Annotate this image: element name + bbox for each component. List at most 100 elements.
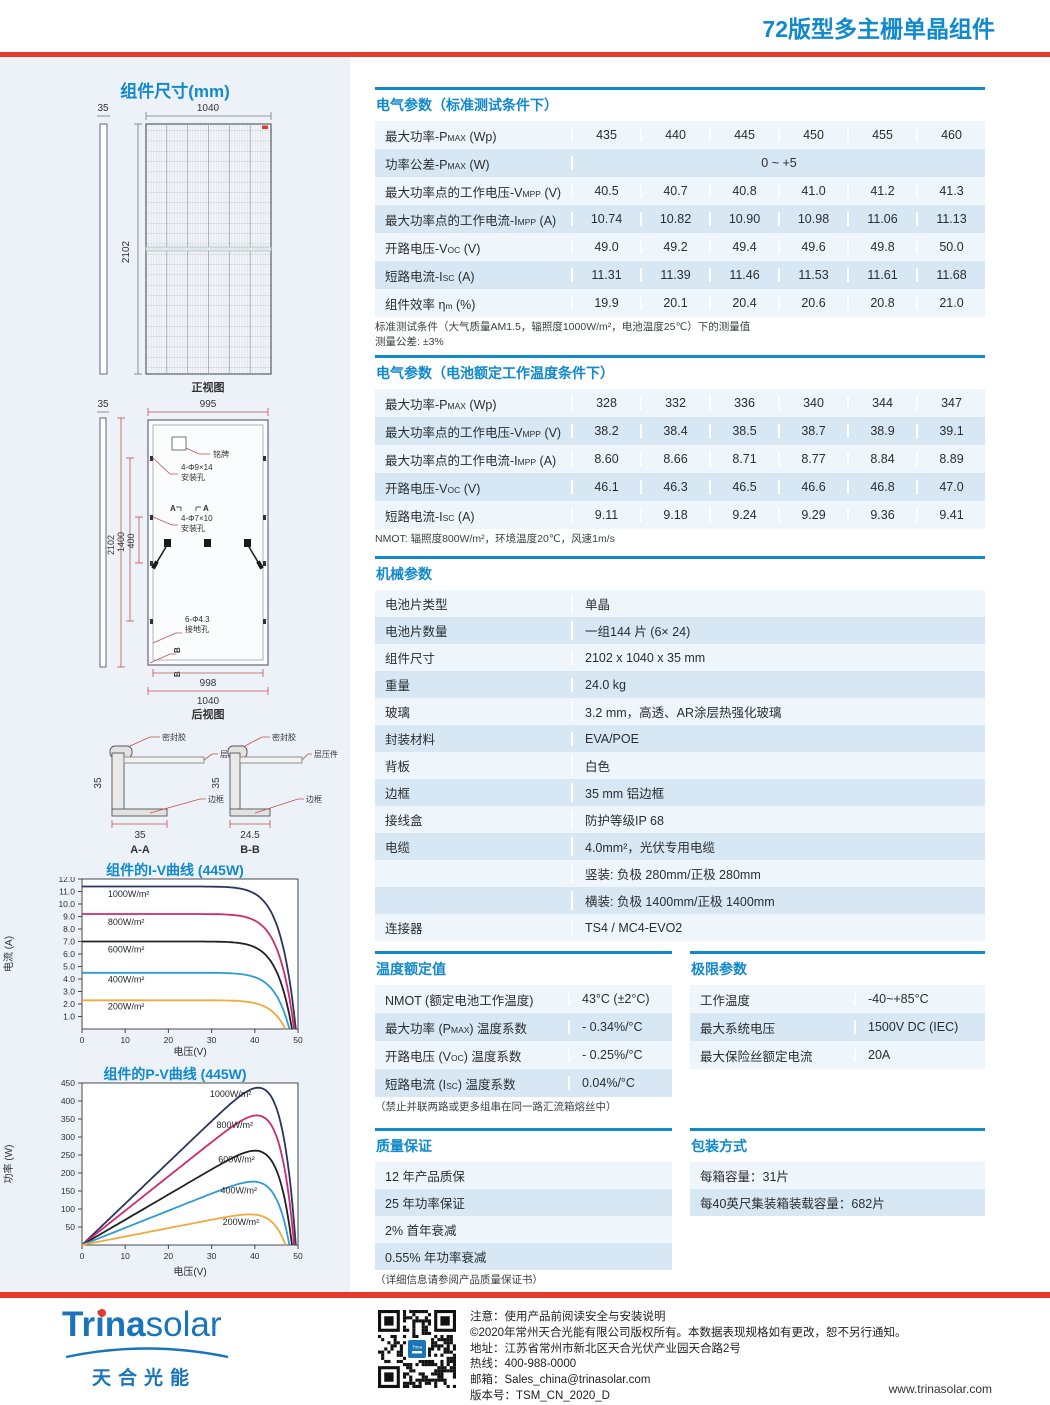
row-value: 一组144 片 (6× 24) <box>571 621 985 640</box>
x-tick-label: 50 <box>293 1251 303 1261</box>
frame-label-bb: 边框 <box>306 794 322 804</box>
dimensions-panel: 组件尺寸(mm) 1040 35 2102 正视图 <box>0 57 350 1292</box>
cell-value: 46.6 <box>778 480 847 494</box>
footer-line: 邮箱：Sales_china@trinasolar.com <box>470 1374 651 1387</box>
spec-panel: 电气参数（标准测试条件下） 最大功率-PMAX (Wp) 435 440 445 450… <box>350 57 1050 1292</box>
curve-600 <box>82 940 293 1030</box>
table-row: 最大系统电压 1500V DC (IEC) <box>690 1013 985 1041</box>
temperature-table: NMOT (额定电池工作温度) 43°C (±2°C) 最大功率 (PMAX) 温度… <box>375 985 672 1097</box>
y-tick-label: 4.0 <box>63 974 75 984</box>
table-row: 边框 35 mm 铝边框 <box>375 779 985 806</box>
nameplate-label: 铭牌 <box>213 449 229 459</box>
x-tick-label: 10 <box>120 1251 130 1261</box>
row-value: 20A <box>854 1048 985 1062</box>
cell-value: 11.46 <box>709 268 778 282</box>
row-label: 开路电压-VOC (V) <box>385 481 481 496</box>
table-row: 电池片数量 一组144 片 (6× 24) <box>375 617 985 644</box>
x-tick-label: 30 <box>207 1251 217 1261</box>
curve-400 <box>81 1180 291 1246</box>
row-span-value: 0 ~ +5 <box>571 156 985 170</box>
table-row: 最大功率-PMAX (Wp) 435 440 445 450 455 460 <box>375 121 985 149</box>
table-row: 功率公差-PMAX (W) 0 ~ +5 <box>375 149 985 177</box>
page-title: 72版型多主栅单晶组件 <box>762 16 995 42</box>
table-row: NMOT (额定电池工作温度) 43°C (±2°C) <box>375 985 672 1013</box>
section-rule <box>375 556 985 559</box>
series-label: 200W/m² <box>108 1002 145 1012</box>
list-item-text: 每40英尺集装箱装载容量：682片 <box>700 1197 885 1211</box>
cell-value: 332 <box>640 396 709 410</box>
sealant-label-bb: 密封胶 <box>272 732 296 742</box>
warranty-note: （详细信息请参阅产品质量保证书） <box>375 1274 543 1286</box>
row-value: 单晶 <box>571 594 985 613</box>
footer-divider <box>0 1292 1050 1298</box>
cell-value: 49.6 <box>778 240 847 254</box>
cell-value: 46.3 <box>640 480 709 494</box>
cell-value: 440 <box>640 128 709 142</box>
row-label: NMOT (额定电池工作温度) <box>385 993 534 1008</box>
series-label: 400W/m² <box>220 1185 257 1195</box>
cell-value: 347 <box>916 396 985 410</box>
row-label: 电缆 <box>385 841 411 855</box>
x-tick-label: 50 <box>293 1035 303 1045</box>
table-row: 最大功率点的工作电流-IMPP (A) 8.60 8.66 8.71 8.77 8.84 8… <box>375 445 985 473</box>
row-label: 最大功率-PMAX (Wp) <box>385 397 497 412</box>
cell-value: 11.31 <box>571 268 640 282</box>
mechanical-table: 电池片类型 单晶 电池片数量 一组144 片 (6× 24) 组件尺寸 2102 x 10… <box>375 590 985 941</box>
section-aa: 密封胶 层压件 边框 35 35 A-A <box>93 732 244 856</box>
cell-value: 11.61 <box>847 268 916 282</box>
pv-curve-chart: 50 100 150 200 250 300 350 400 450 0 10 20 30 40 50 100… <box>2 1079 303 1278</box>
trinasolar-logo: Trinasolar 天合光能 <box>62 1306 262 1390</box>
y-tick-label: 8.0 <box>63 924 75 934</box>
footer-line: 注意：使用产品前阅读安全与安装说明 <box>470 1311 666 1323</box>
frame-label-aa: 边框 <box>208 794 224 804</box>
cross-section-diagram: 密封胶 层压件 边框 35 35 A-A 密封胶 层压件 边框 35 <box>93 732 338 856</box>
row-label: 开路电压-VOC (V) <box>385 241 481 256</box>
mount-holes1-sublabel: 安装孔 <box>181 472 205 482</box>
section-a-left: A <box>170 504 176 513</box>
table-row: 横装: 负极 1400mm/正极 1400mm <box>375 887 985 914</box>
cell-value: 21.0 <box>916 296 985 310</box>
cell-value: 10.82 <box>640 212 709 226</box>
bb-width-dim: 24.5 <box>240 830 260 841</box>
cell-value: 9.41 <box>916 508 985 522</box>
row-value: - 0.25%/°C <box>568 1048 672 1062</box>
y-tick-label: 3.0 <box>63 987 75 997</box>
section-rule <box>690 951 985 954</box>
series-label: 400W/m² <box>108 975 145 985</box>
footer-text-block: 注意：使用产品前阅读安全与安装说明 ©2020年常州天合光能有限公司版权所有。本… <box>470 1310 910 1405</box>
cell-value: 10.98 <box>778 212 847 226</box>
warranty-section-title: 质量保证 <box>376 1138 432 1154</box>
cell-value: 340 <box>778 396 847 410</box>
curve-1000 <box>82 885 297 1030</box>
rear-1400-dim: 1400 <box>116 532 126 552</box>
dimensions-title: 组件尺寸(mm) <box>120 82 230 101</box>
cell-value: 8.66 <box>640 452 709 466</box>
cell-value: 445 <box>709 128 778 142</box>
cell-value: 455 <box>847 128 916 142</box>
row-label: 电池片数量 <box>385 625 448 639</box>
iv-curve-chart: 1.0 2.0 3.0 4.0 5.0 6.0 7.0 8.0 9.0 10.0 11.0 12.0 0… <box>2 877 303 1058</box>
packing-section-title: 包装方式 <box>691 1138 747 1154</box>
table-row: 开路电压-VOC (V) 49.0 49.2 49.4 49.6 49.8 50.0 <box>375 233 985 261</box>
y-tick-label: 150 <box>61 1186 75 1196</box>
cell-value: 46.8 <box>847 480 916 494</box>
cell-value: 450 <box>778 128 847 142</box>
table-row: 背板 白色 <box>375 752 985 779</box>
website-url: www.trinasolar.com <box>888 1382 992 1396</box>
section-rule <box>375 355 985 358</box>
iv-chart-title: 组件的I-V曲线 (445W) <box>106 862 244 878</box>
section-a-right: A <box>203 504 209 513</box>
cell-value: 38.7 <box>778 424 847 438</box>
list-item-text: 12 年产品质保 <box>385 1170 465 1184</box>
junction-boxes <box>151 539 264 570</box>
cell-value: 41.0 <box>778 184 847 198</box>
list-item-text: 2% 首年衰减 <box>385 1224 457 1238</box>
nmot-table: 最大功率-PMAX (Wp) 328 332 336 340 344 347 最大功率点的工作… <box>375 389 985 529</box>
row-label: 最大功率 (PMAX) 温度系数 <box>385 1021 528 1036</box>
x-axis-label: 电压(V) <box>173 1045 206 1058</box>
mount-holes2-sublabel: 安装孔 <box>181 523 205 533</box>
y-tick-label: 12.0 <box>58 877 75 884</box>
limits-section-title: 极限参数 <box>691 961 747 977</box>
row-value: 竖装: 负极 280mm/正极 280mm <box>571 864 985 883</box>
side-profile-bar <box>99 123 108 375</box>
